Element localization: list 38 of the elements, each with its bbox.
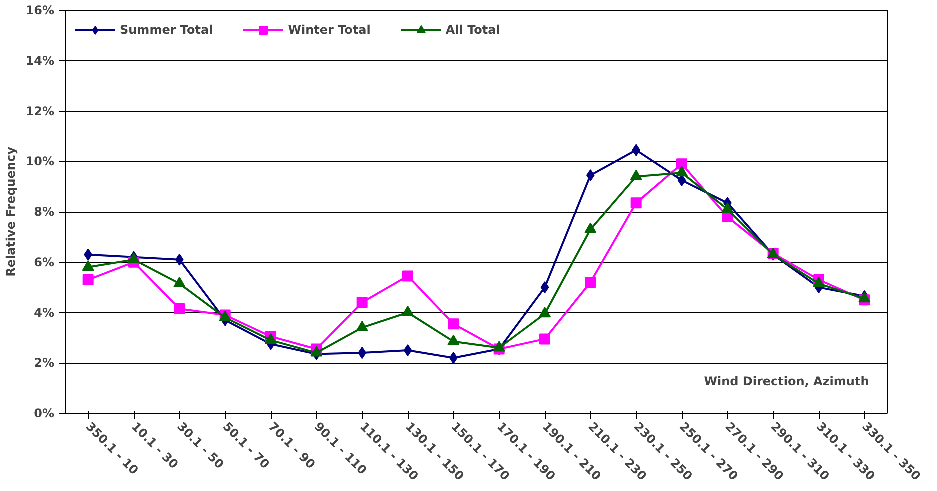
point <box>402 270 414 282</box>
point <box>493 341 506 352</box>
y-axis-title: Relative Frequency <box>4 146 18 277</box>
point <box>539 307 551 318</box>
point <box>540 334 550 345</box>
point <box>584 222 597 234</box>
y-tick-label: 6% <box>34 255 54 270</box>
y-tick-label: 4% <box>34 306 54 320</box>
point <box>174 276 186 288</box>
point <box>265 334 277 344</box>
point <box>448 318 460 330</box>
point <box>356 321 368 332</box>
y-tick-label: 10% <box>26 154 55 169</box>
point <box>310 346 323 357</box>
point <box>630 170 642 180</box>
point <box>448 334 460 346</box>
point <box>174 303 186 314</box>
point <box>630 198 642 209</box>
x-axis-title: Wind Direction, Azimuth <box>704 374 870 388</box>
legend-label: Summer Total <box>120 23 214 37</box>
y-tick-label: 16% <box>26 4 55 18</box>
point <box>356 297 368 308</box>
point <box>540 282 550 294</box>
y-tick-label: 2% <box>34 356 54 370</box>
point <box>676 166 688 177</box>
y-tick-label: 12% <box>26 104 55 118</box>
point <box>722 202 734 214</box>
point <box>676 158 688 170</box>
point <box>82 274 94 286</box>
y-tick-label: 0% <box>34 406 54 420</box>
legend-label: Winter Total <box>288 23 371 37</box>
point <box>402 306 414 316</box>
y-tick-label: 14% <box>26 54 55 68</box>
y-tick-label: 8% <box>34 205 54 219</box>
legend-label: All Total <box>446 23 500 37</box>
point <box>82 260 94 272</box>
point <box>585 277 596 288</box>
point <box>404 344 412 357</box>
